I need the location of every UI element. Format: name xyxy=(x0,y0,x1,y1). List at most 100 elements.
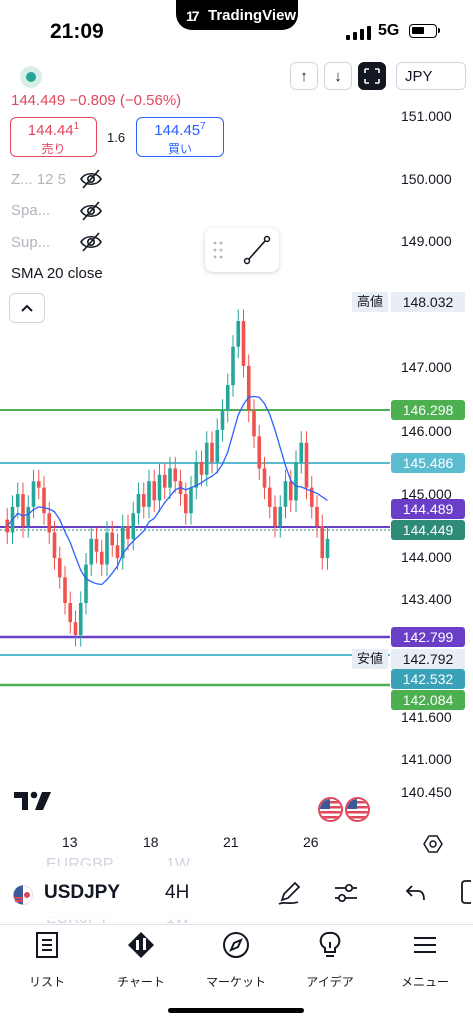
price-chart[interactable] xyxy=(0,56,473,856)
candle-body xyxy=(136,494,141,514)
fit-icon xyxy=(364,68,380,84)
candle-body xyxy=(168,468,172,488)
candle-body xyxy=(210,442,214,463)
candle-body xyxy=(315,506,319,527)
date-tick: 13 xyxy=(62,834,78,850)
indicator-zigzag-label[interactable]: Z... 12 5 xyxy=(11,171,67,188)
eye-hidden-icon[interactable] xyxy=(79,200,103,222)
nav-ideas[interactable]: アイデア xyxy=(290,930,370,990)
app-name: TradingView xyxy=(208,7,297,24)
compass-icon xyxy=(223,932,249,958)
sell-price-pip: 1 xyxy=(73,121,80,132)
drawing-floating-toolbar[interactable] xyxy=(205,228,279,272)
chart-settings-icon[interactable] xyxy=(423,834,443,854)
candle-body xyxy=(162,474,167,488)
tradingview-watermark-icon[interactable] xyxy=(14,790,52,812)
axis-tick: 144.000 xyxy=(401,549,452,565)
candle-body xyxy=(204,442,209,475)
eye-hidden-icon[interactable] xyxy=(79,168,103,190)
axis-tick: 151.000 xyxy=(401,108,452,124)
drawing-tools-icon[interactable] xyxy=(276,878,304,906)
candle-body xyxy=(68,602,73,623)
candle-body xyxy=(194,462,199,488)
currency-select[interactable]: JPY xyxy=(396,62,466,90)
candle-body xyxy=(199,462,204,475)
buy-price: 144.45 xyxy=(154,122,201,139)
candle-body xyxy=(89,538,94,565)
symbol-name-button[interactable]: USDJPY xyxy=(44,882,121,903)
axis-tick: 141.000 xyxy=(401,751,452,767)
candle-body xyxy=(267,487,272,507)
candle-body xyxy=(320,526,325,559)
usdjpy-flag-icon xyxy=(13,885,33,905)
candle-body xyxy=(110,532,115,546)
candle-body xyxy=(115,545,120,559)
level-pill: 142.799 xyxy=(391,627,465,647)
us-event-flag-icon[interactable] xyxy=(318,797,343,822)
candle-body xyxy=(257,436,262,469)
axis-tick: 143.400 xyxy=(401,591,452,607)
axis-tick: 149.000 xyxy=(401,233,452,249)
candle-body xyxy=(236,321,241,347)
scroll-up-button[interactable]: ↑ xyxy=(290,62,318,90)
us-event-flag-icon[interactable] xyxy=(345,797,370,822)
buy-label: 買い xyxy=(167,142,192,156)
spread-value: 1.6 xyxy=(107,130,126,145)
nav-list[interactable]: リスト xyxy=(7,930,87,990)
candle-body xyxy=(78,602,83,636)
candle-body xyxy=(52,532,57,559)
sma-20-line xyxy=(6,395,328,586)
candle-body xyxy=(152,481,157,501)
nav-chart[interactable]: チャート xyxy=(101,930,181,990)
network-label: 5G xyxy=(378,22,400,39)
candle-body xyxy=(42,487,46,514)
date-tick: 18 xyxy=(143,834,159,850)
axis-tick: 141.600 xyxy=(401,709,452,725)
fullscreen-icon[interactable] xyxy=(458,878,473,906)
candle-body xyxy=(73,622,78,636)
indicator-sup-label[interactable]: Sup... xyxy=(11,234,51,251)
candle-body xyxy=(63,577,67,603)
trendline-tool-icon[interactable] xyxy=(205,228,279,272)
buy-button[interactable]: 144.457 買い xyxy=(136,117,224,157)
change-percent: (−0.56%) xyxy=(119,92,182,109)
candle-body xyxy=(246,365,251,411)
candle-body xyxy=(273,506,277,527)
eye-hidden-icon[interactable] xyxy=(79,231,103,253)
collapse-legend-button[interactable] xyxy=(9,293,45,323)
chevron-up-icon xyxy=(21,304,33,312)
candle-body xyxy=(84,564,88,603)
nav-market[interactable]: マーケット xyxy=(196,930,276,990)
horizontal-levels xyxy=(0,409,390,687)
candle-body xyxy=(157,474,162,501)
level-pill: 144.489 xyxy=(391,499,465,519)
interval-button[interactable]: 4H xyxy=(165,882,190,903)
nav-menu[interactable]: メニュー xyxy=(385,930,465,990)
candle-body xyxy=(99,551,104,565)
indicators-icon[interactable] xyxy=(333,880,359,906)
current-price-pill: 144.449 xyxy=(391,520,465,540)
level-pill: 142.532 xyxy=(391,669,465,689)
high-value: 148.032 xyxy=(391,292,465,312)
axis-tick: 145.000 xyxy=(401,486,452,502)
scroll-down-button[interactable]: ↓ xyxy=(324,62,352,90)
auto-fit-button[interactable] xyxy=(358,62,386,90)
candle-body xyxy=(131,513,136,539)
candle-body xyxy=(294,462,298,501)
level-pill: 142.084 xyxy=(391,690,465,710)
date-tick: 21 xyxy=(223,834,239,850)
candle-body xyxy=(141,494,146,507)
candle-body xyxy=(57,558,62,578)
low-value: 142.792 xyxy=(391,649,465,669)
indicator-spa-label[interactable]: Spa... xyxy=(11,202,51,219)
last-price: 144.449 xyxy=(11,92,66,109)
candle-body xyxy=(225,385,230,411)
candle-body xyxy=(147,481,151,507)
candle-body xyxy=(278,506,283,527)
sell-button[interactable]: 144.441 売り xyxy=(10,117,97,157)
candle-body xyxy=(241,321,246,366)
undo-icon[interactable] xyxy=(404,882,428,904)
sma-indicator-label[interactable]: SMA 20 close xyxy=(11,265,103,282)
candle-body xyxy=(120,526,125,559)
candle-body xyxy=(189,487,193,514)
